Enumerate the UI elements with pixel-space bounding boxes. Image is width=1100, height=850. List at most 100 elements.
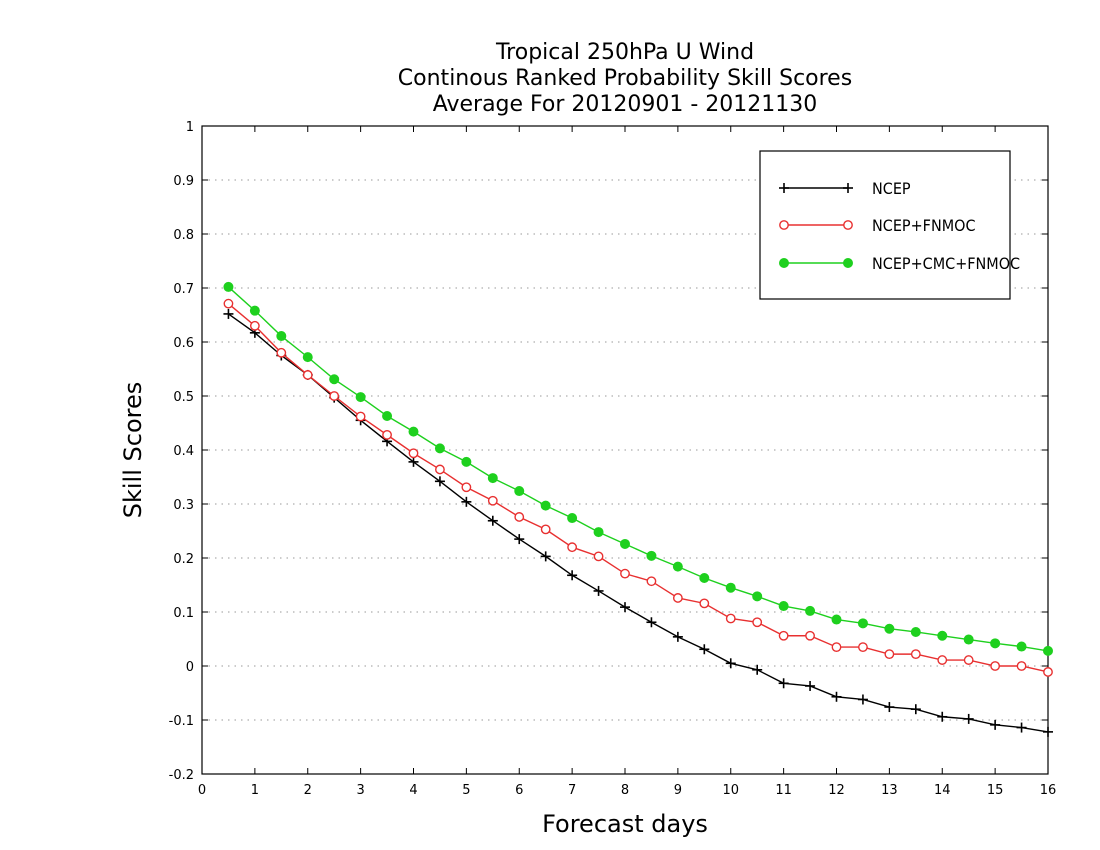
x-tick-label: 0 <box>198 783 206 798</box>
x-tick-label: 7 <box>568 783 576 798</box>
x-tick-label: 5 <box>462 783 470 798</box>
y-axis: -0.2 -0.1 0 0.1 0.2 0.3 0.4 0.5 0.6 0.7 0.8 0.9 1 <box>169 120 1048 783</box>
data-point <box>672 631 683 642</box>
data-point <box>843 183 853 193</box>
data-point <box>857 694 868 705</box>
data-point <box>831 691 842 702</box>
data-point <box>778 678 789 689</box>
x-tick-label: 6 <box>515 783 523 798</box>
data-point <box>884 702 895 713</box>
data-point <box>223 281 234 292</box>
data-point <box>567 570 578 581</box>
data-point <box>1016 661 1027 671</box>
data-point <box>646 576 657 587</box>
data-point <box>805 605 816 616</box>
data-point <box>461 496 472 507</box>
data-point <box>990 719 1001 730</box>
data-point <box>937 711 948 722</box>
data-point <box>779 220 789 230</box>
data-point <box>910 704 921 715</box>
data-point <box>990 638 1001 649</box>
legend-item: NCEP+CMC+FNMOC <box>779 254 1020 273</box>
data-point <box>540 551 551 562</box>
data-point <box>382 429 392 440</box>
data-point <box>408 448 419 459</box>
data-point <box>514 534 525 545</box>
data-point <box>514 486 525 497</box>
data-point <box>223 308 234 319</box>
y-tick-label: 0.6 <box>173 336 194 351</box>
data-point <box>725 582 736 593</box>
y-tick-label: 0.8 <box>173 228 194 243</box>
x-axis-label: Forecast days <box>542 810 708 838</box>
data-point <box>646 550 657 561</box>
x-tick-label: 15 <box>987 783 1004 798</box>
series-ncep <box>223 308 1053 737</box>
data-point <box>831 614 842 625</box>
data-point <box>540 500 551 511</box>
data-point <box>805 680 816 691</box>
x-tick-label: 14 <box>934 783 951 798</box>
data-point <box>1016 641 1027 652</box>
data-point <box>487 473 498 484</box>
data-point <box>249 320 260 331</box>
data-point <box>461 456 472 467</box>
data-point <box>937 655 948 665</box>
data-point <box>382 410 393 421</box>
legend-item: NCEP <box>779 179 911 198</box>
data-point <box>805 630 815 641</box>
chart-title-line: Tropical 250hPa U Wind <box>495 40 754 65</box>
series-ncep-cmc-fnmoc <box>223 281 1053 656</box>
x-tick-label: 9 <box>674 783 682 798</box>
y-tick-label: 0.7 <box>173 282 194 297</box>
data-point <box>355 392 366 403</box>
y-tick-label: 0.2 <box>173 552 194 567</box>
data-point <box>329 391 340 401</box>
data-point <box>487 495 498 506</box>
x-axis: 0 1 2 3 4 5 6 7 8 9 10 11 12 13 14 15 16 <box>198 126 1056 798</box>
series-line <box>228 313 1049 733</box>
data-point <box>593 585 604 596</box>
data-point <box>778 601 789 612</box>
x-tick-label: 12 <box>828 783 845 798</box>
y-tick-label: 0 <box>186 660 194 675</box>
data-point <box>1016 722 1027 733</box>
data-point <box>858 642 868 652</box>
series-ncep-fnmoc <box>223 298 1053 677</box>
legend: NCEP NCEP+FNMOC NCEP+CMC+FNMOC <box>759 150 1020 300</box>
data-point <box>355 411 366 422</box>
data-point <box>672 593 683 603</box>
y-axis-label: Skill Scores <box>119 382 147 519</box>
x-tick-label: 13 <box>881 783 898 798</box>
data-point <box>699 572 710 583</box>
data-point <box>408 426 419 437</box>
x-tick-label: 2 <box>304 783 312 798</box>
y-tick-label: 0.1 <box>173 606 194 621</box>
data-point <box>910 649 921 660</box>
data-point <box>672 561 683 572</box>
data-point <box>752 664 763 675</box>
data-point <box>435 464 445 475</box>
data-point <box>276 347 287 358</box>
legend-label: NCEP+FNMOC <box>872 216 976 235</box>
data-point <box>752 591 763 602</box>
legend-label: NCEP+CMC+FNMOC <box>872 254 1020 273</box>
legend-item: NCEP+FNMOC <box>779 216 976 235</box>
data-point <box>567 542 578 553</box>
data-point <box>937 630 948 641</box>
data-point <box>276 331 287 342</box>
legend-label: NCEP <box>872 179 911 198</box>
data-point <box>646 617 657 628</box>
data-point <box>963 655 974 665</box>
data-point <box>487 515 498 526</box>
data-point <box>461 482 472 493</box>
data-point <box>831 642 842 652</box>
data-point <box>843 258 853 268</box>
data-point <box>843 220 853 230</box>
x-tick-label: 8 <box>621 783 629 798</box>
data-point <box>1043 667 1053 677</box>
x-tick-label: 16 <box>1040 783 1057 798</box>
data-point <box>620 602 630 613</box>
data-point <box>779 183 789 193</box>
